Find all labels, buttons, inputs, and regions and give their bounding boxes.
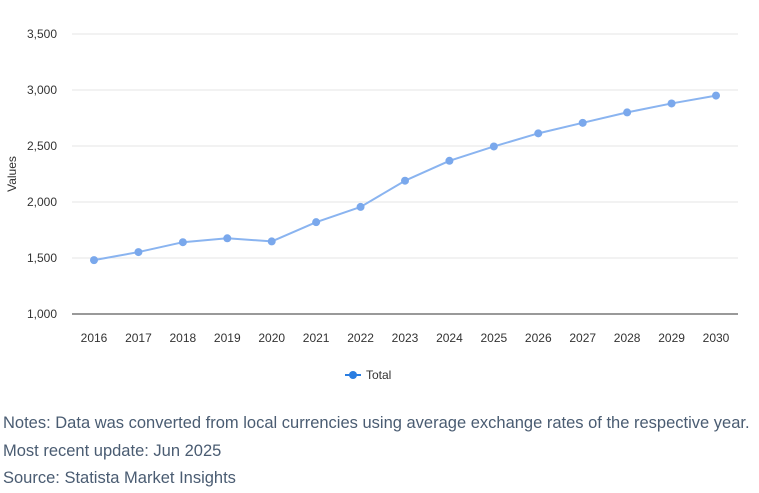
legend-marker-icon <box>349 371 357 379</box>
data-point <box>578 118 587 127</box>
y-tick-label: 2,000 <box>27 195 57 209</box>
x-tick-label: 2023 <box>392 331 419 345</box>
footnotes: Notes: Data was converted from local cur… <box>3 410 750 493</box>
x-tick-label: 2017 <box>125 331 152 345</box>
x-tick-label: 2030 <box>703 331 730 345</box>
data-point <box>312 218 321 227</box>
y-tick-label: 3,000 <box>27 83 57 97</box>
x-tick-label: 2025 <box>481 331 508 345</box>
x-tick-label: 2026 <box>525 331 552 345</box>
gridlines <box>72 33 738 259</box>
x-axis-ticks: 2016 2017 2018 2019 2020 2021 2022 2023 2024 2025… <box>81 331 730 345</box>
data-point <box>134 248 143 257</box>
x-tick-label: 2020 <box>258 331 285 345</box>
notes-text: Notes: Data was converted from local cur… <box>3 414 750 432</box>
y-tick-label: 1,000 <box>27 307 57 321</box>
legend[interactable]: Total <box>345 368 391 382</box>
data-point <box>445 156 454 165</box>
x-tick-label: 2029 <box>658 331 685 345</box>
update-text: Most recent update: Jun 2025 <box>3 441 222 460</box>
source-text: Source: Statista Market Insights <box>3 469 236 487</box>
x-tick-label: 2021 <box>303 331 330 345</box>
data-point <box>489 142 498 151</box>
series-total <box>90 91 720 265</box>
data-point <box>90 256 98 265</box>
x-tick-label: 2018 <box>170 331 197 345</box>
data-point <box>223 234 232 243</box>
legend-label: Total <box>366 368 391 382</box>
x-tick-label: 2019 <box>214 331 241 345</box>
data-point <box>667 99 676 108</box>
data-point <box>267 237 276 246</box>
x-tick-label: 2027 <box>569 331 596 345</box>
data-point <box>623 108 632 117</box>
y-tick-label: 1,500 <box>27 251 57 265</box>
x-tick-label: 2022 <box>347 331 374 345</box>
data-point <box>356 202 365 211</box>
x-tick-label: 2024 <box>436 331 463 345</box>
y-tick-label: 2,500 <box>27 139 57 153</box>
line-chart: 1,000 1,500 2,000 2,500 3,000 3,500 Values 20… <box>5 27 738 382</box>
x-tick-label: 2016 <box>81 331 108 345</box>
x-tick-label: 2028 <box>614 331 641 345</box>
data-point <box>401 176 409 185</box>
data-point <box>712 91 720 100</box>
y-tick-label: 3,500 <box>27 27 57 41</box>
y-axis-ticks: 1,000 1,500 2,000 2,500 3,000 3,500 <box>27 27 57 321</box>
data-point <box>178 238 187 247</box>
y-axis-label: Values <box>5 156 19 192</box>
data-point <box>534 129 543 138</box>
